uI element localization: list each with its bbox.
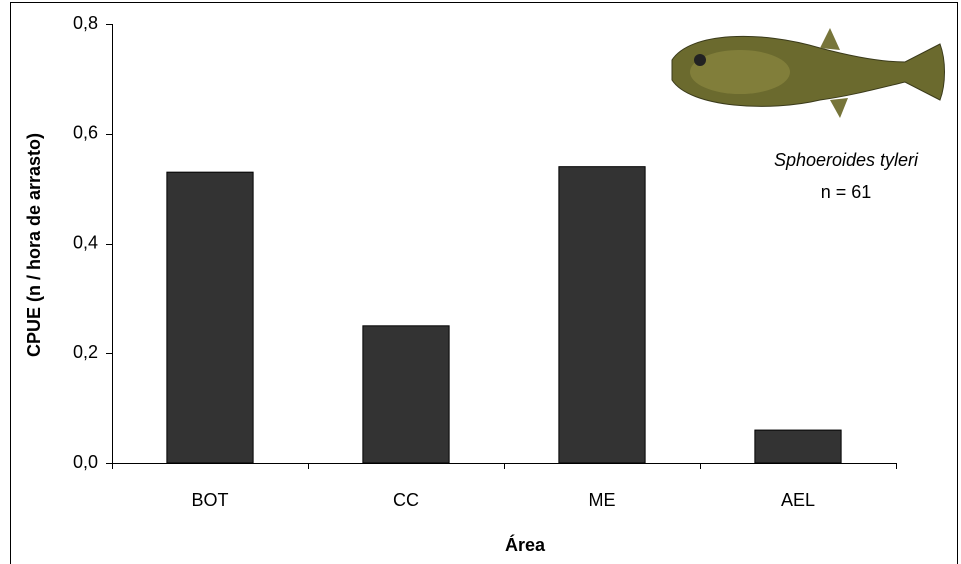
annotation: Sphoeroides tyleri (774, 150, 919, 170)
y-axis-label: CPUE (n / hora de arrasto) (24, 133, 44, 357)
x-tick-label: CC (393, 490, 419, 510)
y-tick-label: 0,8 (73, 13, 98, 33)
x-tick-label: BOT (191, 490, 228, 510)
fish-illustration (671, 28, 945, 118)
bar (166, 171, 254, 464)
y-tick-label: 0,0 (73, 452, 98, 472)
bar (754, 429, 842, 464)
annotation: n = 61 (821, 182, 872, 202)
bar (362, 325, 450, 464)
y-tick-label: 0,2 (73, 342, 98, 362)
x-axis-label: Área (505, 534, 546, 555)
y-tick-label: 0,6 (73, 123, 98, 143)
y-tick-label: 0,4 (73, 232, 98, 252)
bar (558, 166, 646, 464)
x-tick-label: ME (589, 490, 616, 510)
x-tick-label: AEL (781, 490, 815, 510)
